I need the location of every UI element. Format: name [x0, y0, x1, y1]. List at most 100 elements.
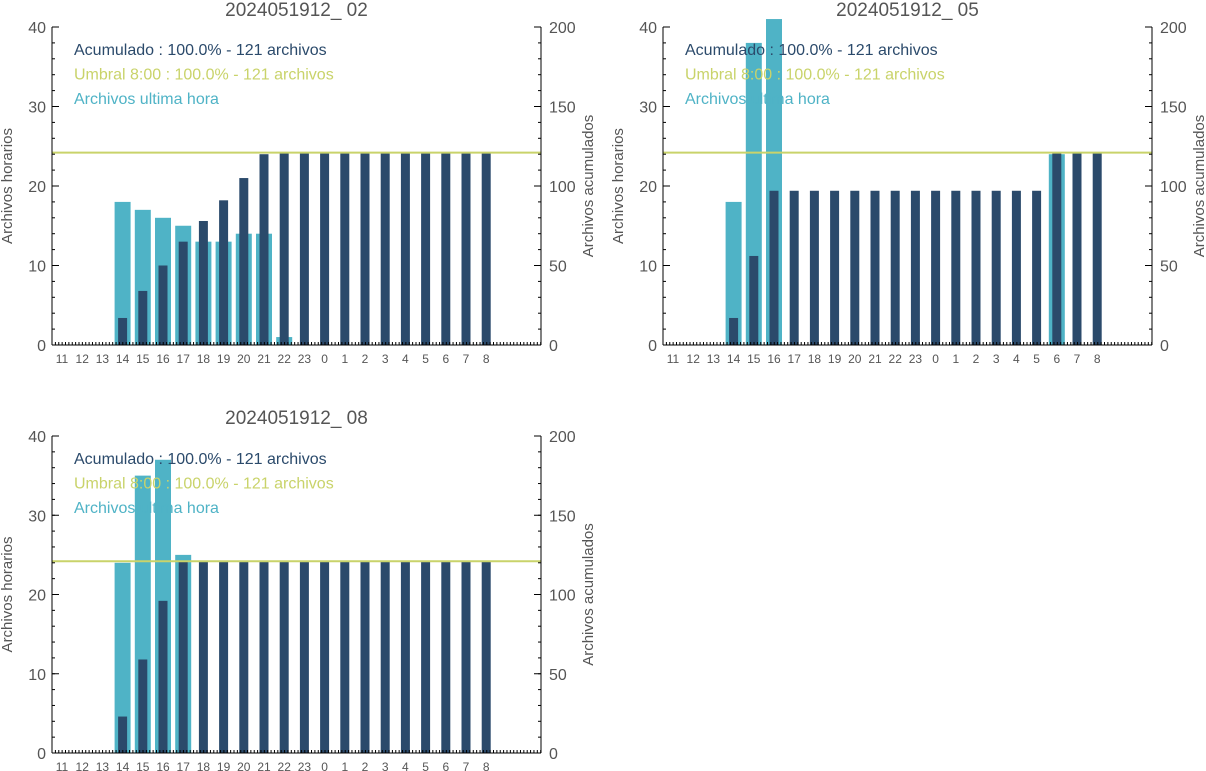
chart-2-x-tick-label-18: 18: [808, 352, 822, 366]
chart-3-bar-hourly-14: [114, 562, 131, 753]
chart-1-x-tick-label-20: 20: [237, 352, 251, 366]
chart-3-x-tick-label-8: 8: [483, 760, 490, 771]
chart-2-left-tick-label-40: 40: [639, 20, 657, 37]
chart-2-bar-accumulated-6: [1052, 152, 1062, 345]
chart-3-right-tick-label-0: 0: [549, 746, 558, 763]
chart-1-bar-accumulated-0: [320, 152, 330, 345]
chart-1-bar-accumulated-1: [340, 152, 350, 345]
chart-2-x-tick-label-5: 5: [1033, 352, 1040, 366]
chart-2-right-tick-label-100: 100: [1160, 179, 1187, 196]
chart-1-left-tick-label-10: 10: [28, 259, 46, 276]
chart-2-x-tick-label-19: 19: [828, 352, 842, 366]
chart-3-left-axis-title: Archivos horarios: [0, 537, 16, 653]
chart-2-x-tick-label-3: 3: [993, 352, 1000, 366]
chart-2-x-tick-label-15: 15: [747, 352, 761, 366]
chart-1-right-tick-label-150: 150: [549, 100, 576, 117]
chart-1-x-tick-label-6: 6: [442, 352, 449, 366]
chart-2-x-tick-label-21: 21: [868, 352, 882, 366]
chart-2-x-tick-label-7: 7: [1074, 352, 1081, 366]
chart-1-bar-accumulated-19: [219, 200, 229, 345]
chart-3-left-tick-label-30: 30: [28, 508, 46, 525]
chart-1-bar-accumulated-6: [441, 152, 451, 345]
chart-3-legend-entry-2: Umbral 8:00 : 100.0% - 121 archivos: [74, 476, 334, 493]
chart-2-bar-accumulated-4: [1011, 190, 1021, 345]
chart-3-x-tick-label-14: 14: [116, 760, 130, 771]
chart-3-title: 2024051912_ 08: [225, 408, 368, 429]
chart-1-legend-entry-1: Acumulado : 100.0% - 121 archivos: [74, 42, 327, 59]
chart-3-right-tick-label-100: 100: [549, 588, 576, 605]
chart-1-x-tick-label-2: 2: [362, 352, 369, 366]
chart-2-x-tick-label-17: 17: [788, 352, 802, 366]
chart-1-x-tick-label-11: 11: [56, 352, 69, 366]
chart-3-bar-accumulated-0: [320, 561, 330, 753]
chart-1-bar-accumulated-7: [461, 152, 471, 345]
chart-3-bar-accumulated-3: [380, 561, 390, 753]
chart-2-right-axis-title: Archivos acumulados: [1191, 115, 1206, 258]
chart-3-left-tick-label-10: 10: [28, 667, 46, 684]
chart-1-x-tick-label-16: 16: [156, 352, 170, 366]
chart-2-x-tick-label-11: 11: [667, 352, 680, 366]
chart-3-x-tick-label-5: 5: [422, 760, 429, 771]
chart-1-bar-accumulated-5: [421, 152, 431, 345]
chart-1-right-tick-label-0: 0: [549, 338, 558, 355]
chart-3-bar-accumulated-4: [400, 561, 410, 753]
chart-2-x-tick-label-12: 12: [687, 352, 701, 366]
chart-2-bar-accumulated-17: [789, 190, 799, 345]
chart-2-bar-accumulated-22: [890, 190, 900, 345]
chart-2-bar-accumulated-7: [1072, 152, 1082, 345]
chart-3-bar-accumulated-7: [461, 561, 471, 753]
chart-1-bar-accumulated-17: [178, 241, 188, 345]
chart-2-bar-accumulated-21: [870, 190, 880, 345]
chart-2-x-tick-label-4: 4: [1013, 352, 1020, 366]
chart-3-x-tick-label-11: 11: [56, 760, 69, 771]
chart-3-right-tick-label-150: 150: [549, 508, 576, 525]
chart-2-left-axis-title: Archivos horarios: [610, 128, 627, 244]
chart-2-bar-accumulated-14: [729, 317, 739, 345]
chart-2-bar-accumulated-15: [749, 255, 759, 345]
chart-2-bar-accumulated-20: [850, 190, 860, 345]
chart-3-bar-accumulated-2: [360, 561, 370, 753]
chart-1-bar-accumulated-15: [138, 290, 148, 345]
chart-3-right-axis-title: Archivos acumulados: [580, 523, 597, 666]
chart-1-bar-accumulated-22: [279, 152, 289, 345]
chart-1-left-tick-label-20: 20: [28, 179, 46, 196]
chart-2-x-tick-label-22: 22: [889, 352, 903, 366]
chart-2-bar-hourly-14: [725, 201, 742, 345]
chart-1-bar-accumulated-2: [360, 152, 370, 345]
chart-1-x-tick-label-19: 19: [217, 352, 231, 366]
chart-2-left-tick-label-10: 10: [639, 259, 657, 276]
chart-2-left-tick-label-0: 0: [648, 338, 657, 355]
chart-3-x-tick-label-13: 13: [96, 760, 110, 771]
chart-3-right-tick-label-50: 50: [549, 667, 567, 684]
chart-1-bar-accumulated-14: [118, 317, 128, 345]
chart-2-bar-accumulated-5: [1032, 190, 1042, 345]
chart-3-x-tick-label-7: 7: [463, 760, 470, 771]
chart-2-bar-accumulated-19: [830, 190, 840, 345]
chart-2-x-tick-label-0: 0: [932, 352, 939, 366]
chart-1-left-tick-label-30: 30: [28, 100, 46, 117]
chart-1-legend-entry-2: Umbral 8:00 : 100.0% - 121 archivos: [74, 67, 334, 84]
chart-2-x-tick-label-14: 14: [727, 352, 741, 366]
chart-2-x-tick-label-16: 16: [767, 352, 781, 366]
chart-2-bar-accumulated-1: [951, 190, 961, 345]
chart-3-x-tick-label-22: 22: [278, 760, 292, 771]
chart-1-right-tick-label-100: 100: [549, 179, 576, 196]
chart-3-x-tick-label-1: 1: [341, 760, 348, 771]
chart-2-left-tick-label-30: 30: [639, 100, 657, 117]
chart-1-x-tick-label-17: 17: [177, 352, 191, 366]
chart-1-x-tick-label-12: 12: [76, 352, 90, 366]
chart-2-right-tick-label-50: 50: [1160, 259, 1178, 276]
chart-2-bar-accumulated-2: [971, 190, 981, 345]
chart-3-x-tick-label-18: 18: [197, 760, 211, 771]
chart-3-x-tick-label-15: 15: [136, 760, 150, 771]
chart-3-x-tick-label-16: 16: [156, 760, 170, 771]
chart-3-x-tick-label-23: 23: [298, 760, 312, 771]
chart-1-x-tick-label-13: 13: [96, 352, 110, 366]
chart-3-bar-accumulated-21: [259, 561, 269, 753]
chart-1-bar-accumulated-21: [259, 154, 269, 345]
chart-1-x-tick-label-7: 7: [463, 352, 470, 366]
chart-1-x-tick-label-0: 0: [321, 352, 328, 366]
chart-1-bar-accumulated-20: [239, 178, 249, 345]
chart-2-legend-entry-2: Umbral 8:00 : 100.0% - 121 archivos: [685, 67, 945, 84]
chart-2-bar-accumulated-16: [769, 190, 779, 345]
